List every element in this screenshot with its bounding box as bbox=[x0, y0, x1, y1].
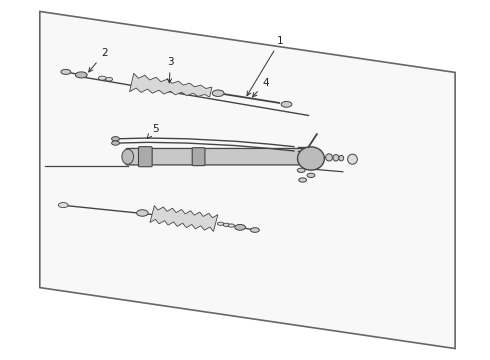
Ellipse shape bbox=[218, 222, 224, 225]
Ellipse shape bbox=[112, 136, 120, 141]
Ellipse shape bbox=[112, 141, 120, 145]
Text: 4: 4 bbox=[252, 78, 269, 97]
Ellipse shape bbox=[58, 203, 68, 208]
Ellipse shape bbox=[106, 77, 113, 81]
FancyBboxPatch shape bbox=[126, 148, 316, 165]
Ellipse shape bbox=[61, 69, 71, 75]
Polygon shape bbox=[40, 12, 455, 348]
Ellipse shape bbox=[333, 154, 339, 161]
Ellipse shape bbox=[212, 90, 224, 96]
Ellipse shape bbox=[339, 156, 343, 161]
Ellipse shape bbox=[75, 72, 87, 78]
Ellipse shape bbox=[250, 228, 259, 232]
FancyBboxPatch shape bbox=[192, 148, 205, 166]
Ellipse shape bbox=[297, 168, 305, 172]
Polygon shape bbox=[150, 206, 218, 231]
Ellipse shape bbox=[299, 178, 307, 182]
Text: 5: 5 bbox=[147, 123, 159, 138]
Ellipse shape bbox=[281, 102, 292, 107]
Text: 2: 2 bbox=[89, 48, 107, 72]
Ellipse shape bbox=[307, 173, 315, 177]
Ellipse shape bbox=[326, 154, 332, 161]
Ellipse shape bbox=[235, 225, 245, 230]
Text: 1: 1 bbox=[247, 36, 283, 96]
Ellipse shape bbox=[137, 210, 148, 216]
Ellipse shape bbox=[228, 224, 235, 227]
Polygon shape bbox=[129, 73, 212, 97]
Text: 3: 3 bbox=[167, 57, 173, 83]
Ellipse shape bbox=[347, 154, 357, 164]
Ellipse shape bbox=[98, 76, 106, 80]
Ellipse shape bbox=[297, 147, 324, 170]
Ellipse shape bbox=[223, 223, 230, 226]
FancyBboxPatch shape bbox=[139, 147, 152, 167]
Ellipse shape bbox=[122, 149, 134, 164]
